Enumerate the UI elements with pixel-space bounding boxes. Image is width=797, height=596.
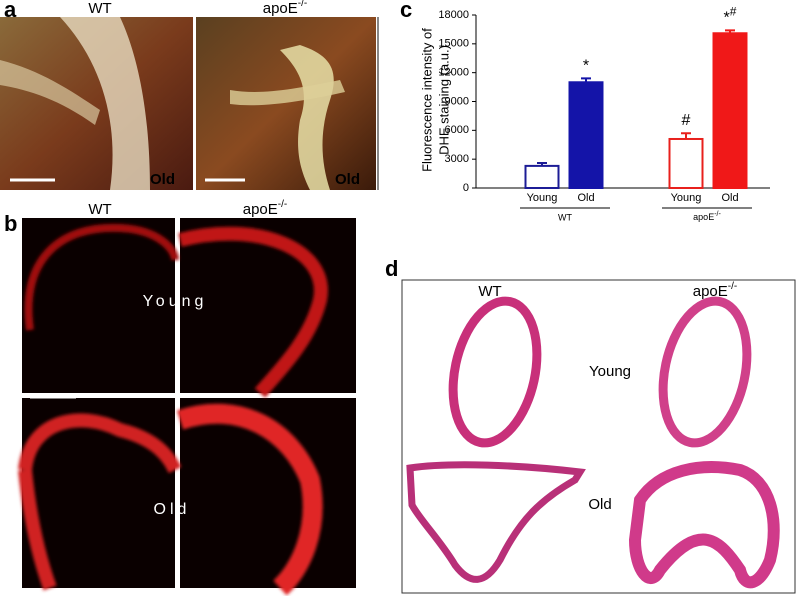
column-label: apoE-/- <box>243 199 288 218</box>
panel-frame <box>401 279 796 594</box>
bar <box>568 81 604 189</box>
significance-mark: * <box>583 58 589 75</box>
photo <box>196 17 376 190</box>
x-tick-label: Young <box>671 192 702 204</box>
vessel-section <box>658 296 752 448</box>
mark-symbol: * <box>583 58 589 75</box>
y-tick-label: 3000 <box>445 153 469 165</box>
panel-d: d WT apoE-/- Young Old <box>385 256 796 594</box>
bar <box>668 137 704 190</box>
x-tick-label: Old <box>577 192 594 204</box>
x-tick-label: Young <box>527 192 558 204</box>
vessel-section <box>406 461 586 583</box>
significance-mark: # <box>682 112 691 129</box>
y-axis-label: Fluorescence intensity of <box>419 28 434 172</box>
panel-label: a <box>4 0 17 22</box>
mark-symbol: # <box>730 5 737 19</box>
mark-symbol: # <box>682 112 691 129</box>
column-label: WT <box>88 201 111 218</box>
row-label: Young <box>143 293 208 310</box>
column-label: WT <box>478 283 501 300</box>
panel-c: c 0 3000 6000 9000 12000 15000 18000 Fluorescen… <box>400 0 770 222</box>
vessel-wall <box>18 413 182 591</box>
micrograph <box>22 218 175 393</box>
y-tick-label: 0 <box>463 182 469 194</box>
panel-b: b WT apoE-/- Young Old <box>4 199 356 596</box>
vessel-section <box>628 461 780 589</box>
mark-symbol: * <box>724 10 730 27</box>
panel-label: c <box>400 0 412 22</box>
photo-label: Old <box>335 171 360 188</box>
column-label: apoE-/- <box>263 0 308 17</box>
error-bar <box>681 132 691 139</box>
y-tick-label: 9000 <box>445 95 469 107</box>
vessel <box>230 80 345 106</box>
group-label: apoE-/- <box>693 211 721 223</box>
error-bar <box>581 77 591 83</box>
tissue <box>0 60 100 125</box>
y-tick-label: 6000 <box>445 124 469 136</box>
micrograph <box>180 218 356 393</box>
row-label: Old <box>588 496 611 513</box>
bar <box>524 164 560 189</box>
group-label-base: apoE <box>693 212 714 222</box>
vessel <box>60 17 150 190</box>
vessel-section <box>448 296 542 448</box>
column-label: apoE-/- <box>693 281 738 300</box>
group-label-sup: -/- <box>714 211 721 218</box>
error-bar <box>537 162 547 166</box>
y-axis-label: DHE staining (a.u.) <box>436 45 451 155</box>
x-tick-label: Old <box>721 192 738 204</box>
panel-label: b <box>4 211 17 236</box>
y-tick-label: 15000 <box>438 38 469 50</box>
column-label: WT <box>88 0 111 17</box>
y-tick-label: 12000 <box>438 67 469 79</box>
vessel-wall <box>24 223 179 331</box>
vessel <box>280 45 334 190</box>
vessel-wall <box>176 403 323 596</box>
panel-label: d <box>385 256 398 281</box>
vessel-wall <box>178 226 328 398</box>
group-label: WT <box>558 212 572 222</box>
bar <box>712 32 748 190</box>
significance-mark: *# <box>724 5 737 27</box>
row-label: Old <box>154 501 191 518</box>
error-bar <box>725 29 735 34</box>
y-tick-label: 18000 <box>438 9 469 21</box>
photo-label: Old <box>150 171 175 188</box>
panel-a: a WT apoE-/- Old Old <box>0 0 379 190</box>
row-label: Young <box>589 363 631 380</box>
